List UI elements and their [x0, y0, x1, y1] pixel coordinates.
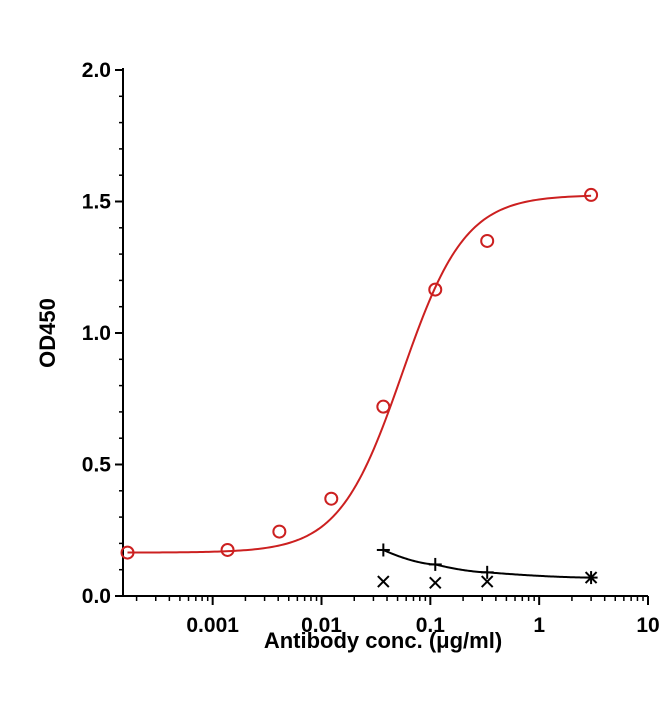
data-point-plus: [428, 557, 442, 571]
data-point-plus: [480, 565, 494, 579]
x-tick-label: 0.1: [416, 614, 446, 637]
fit-curve-1: [127, 194, 592, 554]
y-tick-label: 2.0: [82, 59, 111, 82]
y-axis-title: OD450: [35, 298, 60, 368]
data-point-circle: [220, 542, 235, 557]
data-point-circle: [428, 282, 443, 297]
data-point-circle: [376, 399, 391, 414]
data-point-circle: [120, 545, 135, 560]
x-tick-label: 0.001: [186, 614, 239, 637]
y-tick-label: 1.5: [82, 191, 112, 214]
fit-curves: [127, 194, 592, 579]
x-tick-label: 1: [533, 614, 545, 637]
data-point-circle: [584, 187, 599, 202]
data-point-cross: [429, 576, 442, 590]
y-tick-label: 0.5: [82, 454, 112, 477]
axes: 0.0 0.5 1.0 1.5 2.0 0.001 0.01 0.1 1 10: [82, 59, 660, 637]
x-axis-title: Antibody conc. (μg/ml): [264, 628, 502, 653]
data-point-circle: [480, 233, 495, 248]
y-tick-label: 0.0: [82, 585, 111, 608]
data-point-cross: [480, 575, 494, 588]
data-point-circle: [324, 491, 339, 506]
x-tick-label: 0.01: [301, 614, 342, 637]
data-point-plus: [376, 543, 390, 557]
data-points: [120, 187, 599, 590]
y-tick-label: 1.0: [82, 322, 111, 345]
data-point-plus: [584, 571, 598, 585]
data-point-cross: [377, 575, 390, 588]
x-tick-label: 10: [636, 614, 659, 637]
data-point-circle: [272, 524, 287, 539]
